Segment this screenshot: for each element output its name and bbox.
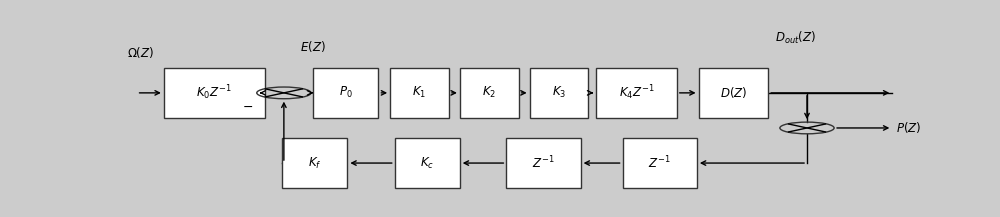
Text: $K_2$: $K_2$ [482,85,496,100]
Text: $P(Z)$: $P(Z)$ [896,120,921,135]
FancyBboxPatch shape [506,138,581,188]
FancyBboxPatch shape [282,138,347,188]
FancyBboxPatch shape [390,68,449,118]
Text: $D(Z)$: $D(Z)$ [720,85,747,100]
FancyBboxPatch shape [395,138,460,188]
Text: $-$: $-$ [242,100,253,113]
Text: $E(Z)$: $E(Z)$ [300,39,326,54]
FancyBboxPatch shape [530,68,588,118]
Text: $K_0Z^{-1}$: $K_0Z^{-1}$ [196,84,232,102]
FancyBboxPatch shape [313,68,378,118]
Text: $K_f$: $K_f$ [308,156,322,171]
Text: $K_3$: $K_3$ [552,85,566,100]
Text: $K_c$: $K_c$ [420,156,434,171]
FancyBboxPatch shape [460,68,519,118]
FancyBboxPatch shape [596,68,677,118]
FancyBboxPatch shape [623,138,697,188]
FancyBboxPatch shape [164,68,264,118]
FancyBboxPatch shape [698,68,768,118]
Text: $K_4Z^{-1}$: $K_4Z^{-1}$ [619,84,654,102]
Text: $Z^{-1}$: $Z^{-1}$ [532,155,555,171]
Text: $K_1$: $K_1$ [412,85,427,100]
Text: $D_{out}(Z)$: $D_{out}(Z)$ [775,30,816,46]
Text: $Z^{-1}$: $Z^{-1}$ [648,155,671,171]
Text: $\Omega(Z)$: $\Omega(Z)$ [127,45,154,60]
Text: $P_0$: $P_0$ [339,85,353,100]
